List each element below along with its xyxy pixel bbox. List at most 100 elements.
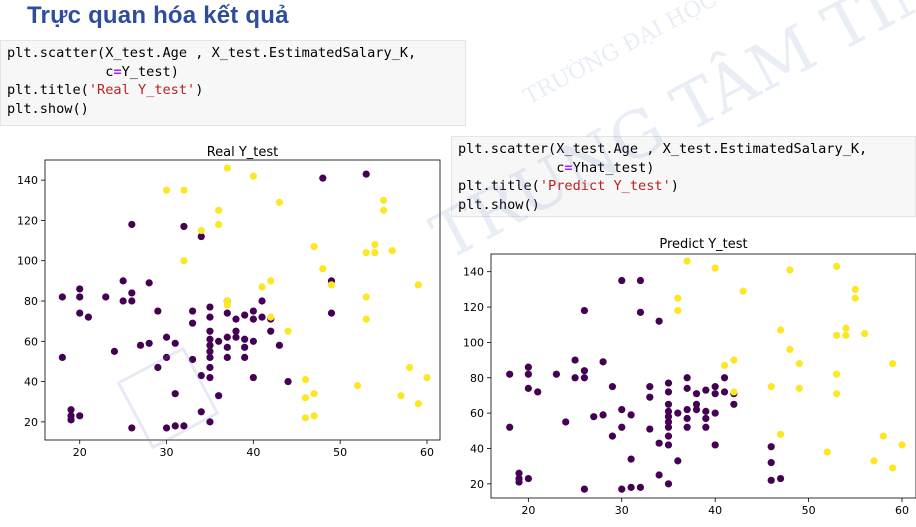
x-tick-label: 50 (802, 504, 816, 517)
scatter-point-class-1 (879, 432, 887, 440)
code-token: ) (195, 82, 204, 98)
scatter-point-class-1 (683, 257, 691, 265)
scatter-point-class-0 (171, 422, 179, 430)
scatter-point-class-0 (618, 276, 626, 285)
scatter-point-class-0 (599, 411, 607, 419)
scatter-point-class-1 (833, 262, 841, 270)
scatter-point-class-1 (720, 361, 729, 369)
scatter-point-class-0 (580, 485, 589, 493)
y-tick-label: 120 (463, 301, 484, 314)
scatter-point-class-0 (206, 313, 214, 321)
scatter-point-class-0 (552, 370, 560, 378)
scatter-point-class-0 (580, 374, 589, 382)
code-line: plt.scatter(X_test.Age , X_test.Estimate… (7, 44, 459, 63)
scatter-point-class-0 (206, 347, 214, 355)
scatter-point-class-0 (327, 309, 336, 317)
code-token: plt.title( (7, 82, 89, 98)
scatter-point-class-1 (861, 329, 869, 338)
scatter-point-class-0 (590, 413, 598, 421)
scatter-point-class-0 (664, 388, 673, 396)
scatter-point-class-0 (664, 400, 673, 408)
code-cell-real[interactable]: plt.scatter(X_test.Age , X_test.Estimate… (0, 40, 466, 126)
scatter-point-class-0 (674, 409, 682, 417)
scatter-point-class-0 (627, 411, 635, 419)
plot-area (44, 159, 441, 441)
scatter-point-class-0 (76, 293, 84, 301)
scatter-point-class-0 (119, 297, 127, 305)
scatter-point-class-0 (655, 471, 663, 479)
code-token: 'Real Y_test' (88, 82, 196, 98)
scatter-point-class-1 (310, 390, 318, 398)
scatter-point-class-0 (284, 377, 292, 386)
scatter-point-class-0 (223, 353, 231, 362)
scatter-point-class-0 (664, 418, 673, 426)
scatter-point-class-1 (414, 281, 422, 289)
scatter-point-class-0 (655, 317, 663, 325)
scatter-point-class-1 (842, 324, 850, 332)
scatter-point-class-0 (249, 307, 257, 315)
scatter-point-class-1 (406, 363, 414, 372)
scatter-point-class-1 (301, 414, 310, 422)
scatter-point-class-0 (258, 297, 266, 305)
scatter-point-class-0 (241, 353, 249, 362)
scatter-point-class-0 (506, 370, 514, 378)
scatter-point-class-0 (618, 405, 626, 414)
scatter-point-class-0 (206, 341, 214, 349)
y-tick-label: 60 (24, 335, 38, 348)
scatter-point-class-0 (232, 333, 240, 341)
scatter-point-class-1 (889, 360, 897, 368)
code-cell-predict[interactable]: plt.scatter(X_test.Age , X_test.Estimate… (451, 136, 916, 217)
scatter-point-class-0 (319, 174, 327, 182)
code-token: plt.show() (7, 100, 89, 117)
scatter-point-class-1 (767, 383, 775, 391)
scatter-point-class-0 (58, 353, 66, 362)
scatter-point-class-1 (362, 293, 370, 301)
scatter-point-class-0 (145, 279, 153, 287)
scatter-point-class-0 (249, 337, 257, 345)
scatter-point-class-0 (683, 374, 691, 382)
scatter-point-class-1 (851, 285, 859, 293)
scatter-point-class-0 (162, 333, 171, 341)
scatter-point-class-1 (197, 226, 205, 235)
scatter-point-class-0 (720, 374, 729, 382)
y-tick-label: 80 (24, 295, 38, 308)
code-line: plt.title('Predict Y_test') (458, 177, 909, 196)
scatter-point-class-0 (636, 276, 645, 285)
scatter-point-class-0 (128, 297, 136, 305)
scatter-point-class-1 (301, 394, 310, 402)
scatter-point-class-0 (128, 424, 136, 432)
scatter-point-class-0 (102, 293, 110, 301)
scatter-point-class-0 (154, 363, 162, 372)
scatter-point-class-0 (636, 483, 645, 491)
scatter-point-class-1 (870, 457, 878, 465)
scatter-point-class-0 (664, 407, 673, 415)
scatter-point-class-0 (258, 313, 266, 321)
scatter-chart-real: Real Y_test 20 30 40 50 60 20 40 60 80 100 120 140 (17, 145, 441, 459)
scatter-point-class-1 (162, 186, 171, 194)
scatter-point-class-0 (664, 423, 673, 431)
scatter-point-class-1 (423, 373, 431, 382)
scatter-point-class-1 (776, 430, 785, 438)
scatter-point-class-0 (683, 405, 691, 414)
scatter-point-class-1 (180, 186, 188, 194)
scatter-point-class-1 (823, 448, 831, 456)
scatter-point-class-0 (702, 407, 710, 415)
scatter-point-class-1 (674, 294, 682, 302)
scatter-point-class-0 (84, 313, 93, 321)
chart-title: Predict Y_test (659, 237, 747, 252)
scatter-point-class-0 (683, 414, 691, 423)
scatter-point-class-0 (524, 384, 532, 392)
scatter-point-class-0 (646, 393, 654, 401)
scatter-point-class-0 (197, 371, 205, 380)
scatter-point-class-1 (730, 388, 738, 396)
scatter-point-class-1 (301, 375, 310, 384)
scatter-point-class-1 (223, 301, 231, 309)
scatter-point-class-0 (171, 339, 179, 347)
x-tick-label: 40 (708, 504, 722, 517)
scatter-point-class-1 (842, 331, 850, 339)
scatter-point-class-0 (711, 383, 719, 391)
code-line: plt.show() (458, 196, 909, 215)
code-token: plt.scatter(X_test.Age , X_test.Estimate… (7, 45, 417, 61)
scatter-point-class-0 (128, 220, 136, 229)
chart-title: Real Y_test (207, 145, 279, 160)
